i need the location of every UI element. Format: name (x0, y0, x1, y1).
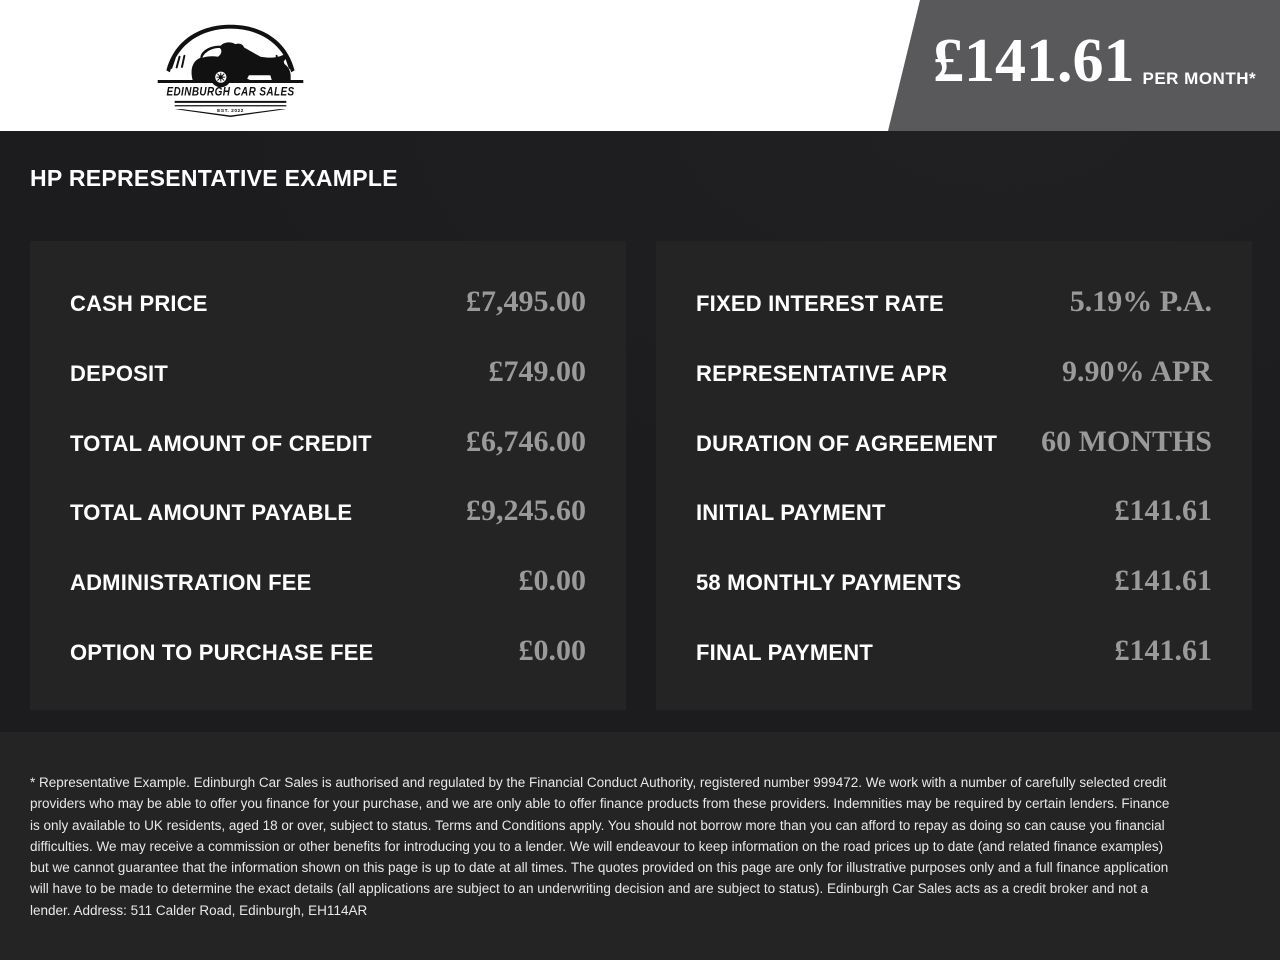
svg-text:EDINBURGH CAR SALES: EDINBURGH CAR SALES (166, 86, 294, 99)
svg-text:EST. 2022: EST. 2022 (217, 108, 244, 114)
